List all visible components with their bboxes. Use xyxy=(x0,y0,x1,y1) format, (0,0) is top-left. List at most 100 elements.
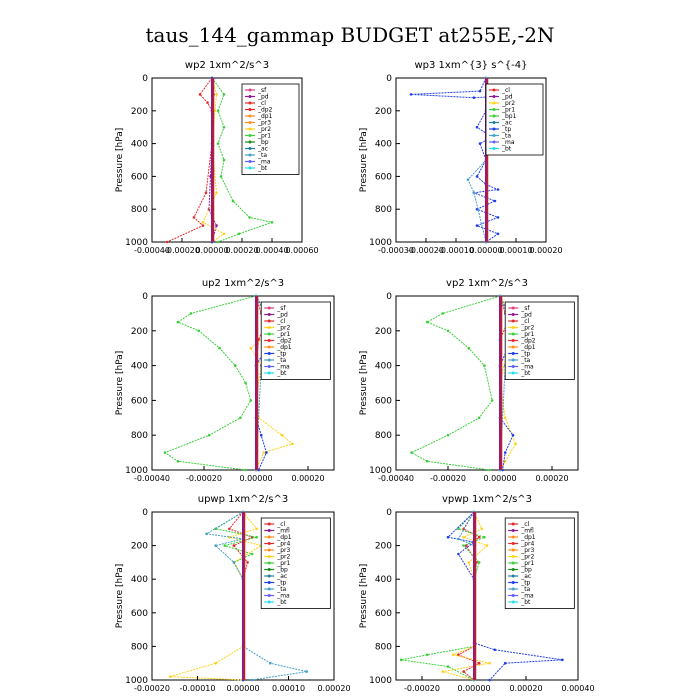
data-point xyxy=(496,232,500,236)
panel-title: vpwp 1xm^2/s^3 xyxy=(442,494,532,505)
data-point xyxy=(205,532,208,536)
y-tick-label: 800 xyxy=(375,431,392,441)
legend-label: _dp2 xyxy=(276,338,292,345)
data-point xyxy=(483,535,486,539)
legend-marker xyxy=(511,306,515,310)
legend-label: _pr1 xyxy=(520,560,534,567)
legend-label: _ac xyxy=(501,120,512,127)
legend-marker xyxy=(511,332,515,336)
data-point xyxy=(477,561,481,564)
legend-label: _mfl xyxy=(276,528,290,535)
legend-label: _pr2 xyxy=(520,325,534,332)
panel-wp3: wp3 1xm^{3} s^{-4} Pressure [hPa] 0 200 400 6… xyxy=(359,60,563,255)
data-point xyxy=(475,224,479,227)
legend-marker xyxy=(492,108,496,111)
data-point xyxy=(280,433,284,437)
legend-marker xyxy=(267,358,271,362)
data-point xyxy=(503,416,507,420)
legend-marker xyxy=(511,358,515,362)
x-tick-label: 0.00020 xyxy=(317,684,350,693)
data-point xyxy=(249,346,253,350)
data-point xyxy=(215,224,218,227)
data-point xyxy=(192,216,196,219)
series-line-ta xyxy=(467,78,487,243)
legend-label: _dp1 xyxy=(520,344,536,351)
data-point xyxy=(214,661,217,665)
data-point xyxy=(237,232,241,236)
legend-label: _pr2 xyxy=(520,554,534,561)
legend-marker xyxy=(511,326,515,329)
y-axis-label: Pressure [hPa] xyxy=(359,564,369,629)
data-point xyxy=(399,658,403,662)
legend-marker xyxy=(267,535,271,539)
y-axis-label: Pressure [hPa] xyxy=(359,128,369,193)
data-point xyxy=(477,416,481,420)
x-tick-label: -0.00020 xyxy=(430,474,466,483)
data-point xyxy=(244,468,247,472)
legend-marker xyxy=(492,95,496,98)
legend-label: _tp xyxy=(276,351,286,358)
legend-marker xyxy=(267,319,271,323)
legend-label: _ta xyxy=(257,152,267,159)
y-tick-label: 400 xyxy=(131,140,148,150)
y-axis-label: Pressure [hPa] xyxy=(115,351,125,416)
y-tick-label: 1000 xyxy=(125,676,148,686)
plot-frame xyxy=(151,77,303,243)
data-point xyxy=(514,442,517,446)
series-line-pr1 xyxy=(211,77,274,243)
legend-label: _pr1 xyxy=(257,133,271,140)
x-tick-label: 0.00000 xyxy=(469,246,502,255)
legend-marker xyxy=(248,160,252,163)
legend-label: _ac xyxy=(520,573,531,580)
data-point xyxy=(446,535,450,539)
data-point xyxy=(244,381,247,385)
legend-label: _dp1 xyxy=(276,534,292,541)
y-tick-label: 1000 xyxy=(369,676,392,686)
legend-label: _dp2 xyxy=(257,107,273,114)
y-tick-label: 200 xyxy=(375,107,392,117)
legend-marker xyxy=(267,581,271,584)
data-point xyxy=(216,240,220,244)
y-tick-label: 800 xyxy=(375,205,392,215)
x-tick-label: -0.00040 xyxy=(378,474,414,483)
legend-marker xyxy=(267,365,271,368)
data-point xyxy=(488,468,491,472)
legend-marker xyxy=(267,332,271,336)
legend-marker xyxy=(248,114,252,118)
y-tick-label: 200 xyxy=(131,327,148,337)
data-point xyxy=(472,191,476,195)
legend-label: _ma xyxy=(257,159,271,166)
legend-label: _bt xyxy=(276,599,287,606)
legend-marker xyxy=(267,326,271,329)
legend-marker xyxy=(492,88,496,92)
legend-label: _dp1 xyxy=(257,113,273,120)
data-point xyxy=(485,544,489,547)
legend-label: _tp xyxy=(501,126,511,133)
data-point xyxy=(249,399,253,402)
x-tick-label: -0.00020 xyxy=(404,684,440,693)
legend-label: _ma xyxy=(276,364,290,371)
y-tick-label: 800 xyxy=(131,642,148,652)
data-point xyxy=(503,460,507,463)
data-point xyxy=(480,527,484,531)
legend-marker xyxy=(492,121,496,124)
y-tick-label: 600 xyxy=(131,609,148,619)
legend-marker xyxy=(248,101,252,105)
legend-label: _sf xyxy=(520,305,530,312)
data-point xyxy=(503,451,507,454)
legend-label: _pr2 xyxy=(276,325,290,332)
data-point xyxy=(216,142,220,145)
y-tick-label: 400 xyxy=(375,140,392,150)
data-point xyxy=(239,416,242,420)
data-point xyxy=(496,216,500,219)
legend-marker xyxy=(492,147,496,150)
x-tick-label: 0.00020 xyxy=(225,246,258,255)
legend-label: _ma xyxy=(276,593,290,600)
data-point xyxy=(483,364,486,367)
data-point xyxy=(467,561,471,564)
data-point xyxy=(259,433,263,437)
y-tick-label: 200 xyxy=(131,107,148,117)
legend-label: _pd xyxy=(520,312,532,319)
legend-label: _ta xyxy=(276,357,286,364)
data-point xyxy=(197,329,201,333)
